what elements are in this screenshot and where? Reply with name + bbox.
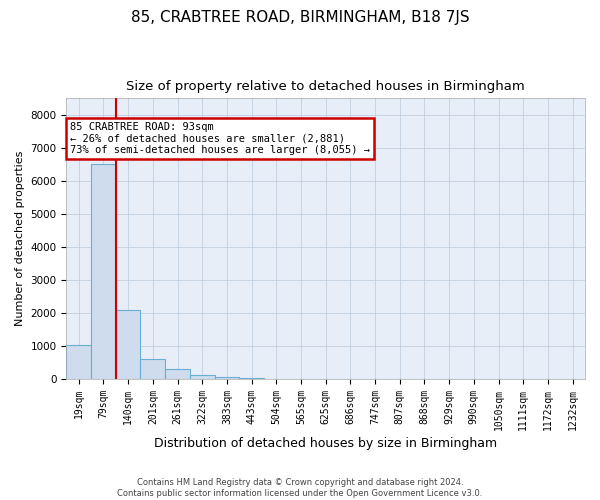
Text: 85 CRABTREE ROAD: 93sqm
← 26% of detached houses are smaller (2,881)
73% of semi: 85 CRABTREE ROAD: 93sqm ← 26% of detache…: [70, 122, 370, 156]
Title: Size of property relative to detached houses in Birmingham: Size of property relative to detached ho…: [127, 80, 525, 93]
Bar: [91, 164, 116, 379]
Bar: [215, 377, 239, 379]
Text: 85, CRABTREE ROAD, BIRMINGHAM, B18 7JS: 85, CRABTREE ROAD, BIRMINGHAM, B18 7JS: [131, 10, 469, 25]
Bar: [190, 375, 215, 379]
Text: Contains HM Land Registry data © Crown copyright and database right 2024.
Contai: Contains HM Land Registry data © Crown c…: [118, 478, 482, 498]
Bar: [239, 378, 264, 379]
Bar: [165, 369, 190, 379]
Bar: [67, 344, 91, 379]
Bar: [140, 360, 165, 379]
X-axis label: Distribution of detached houses by size in Birmingham: Distribution of detached houses by size …: [154, 437, 497, 450]
Bar: [116, 310, 140, 379]
Y-axis label: Number of detached properties: Number of detached properties: [15, 151, 25, 326]
